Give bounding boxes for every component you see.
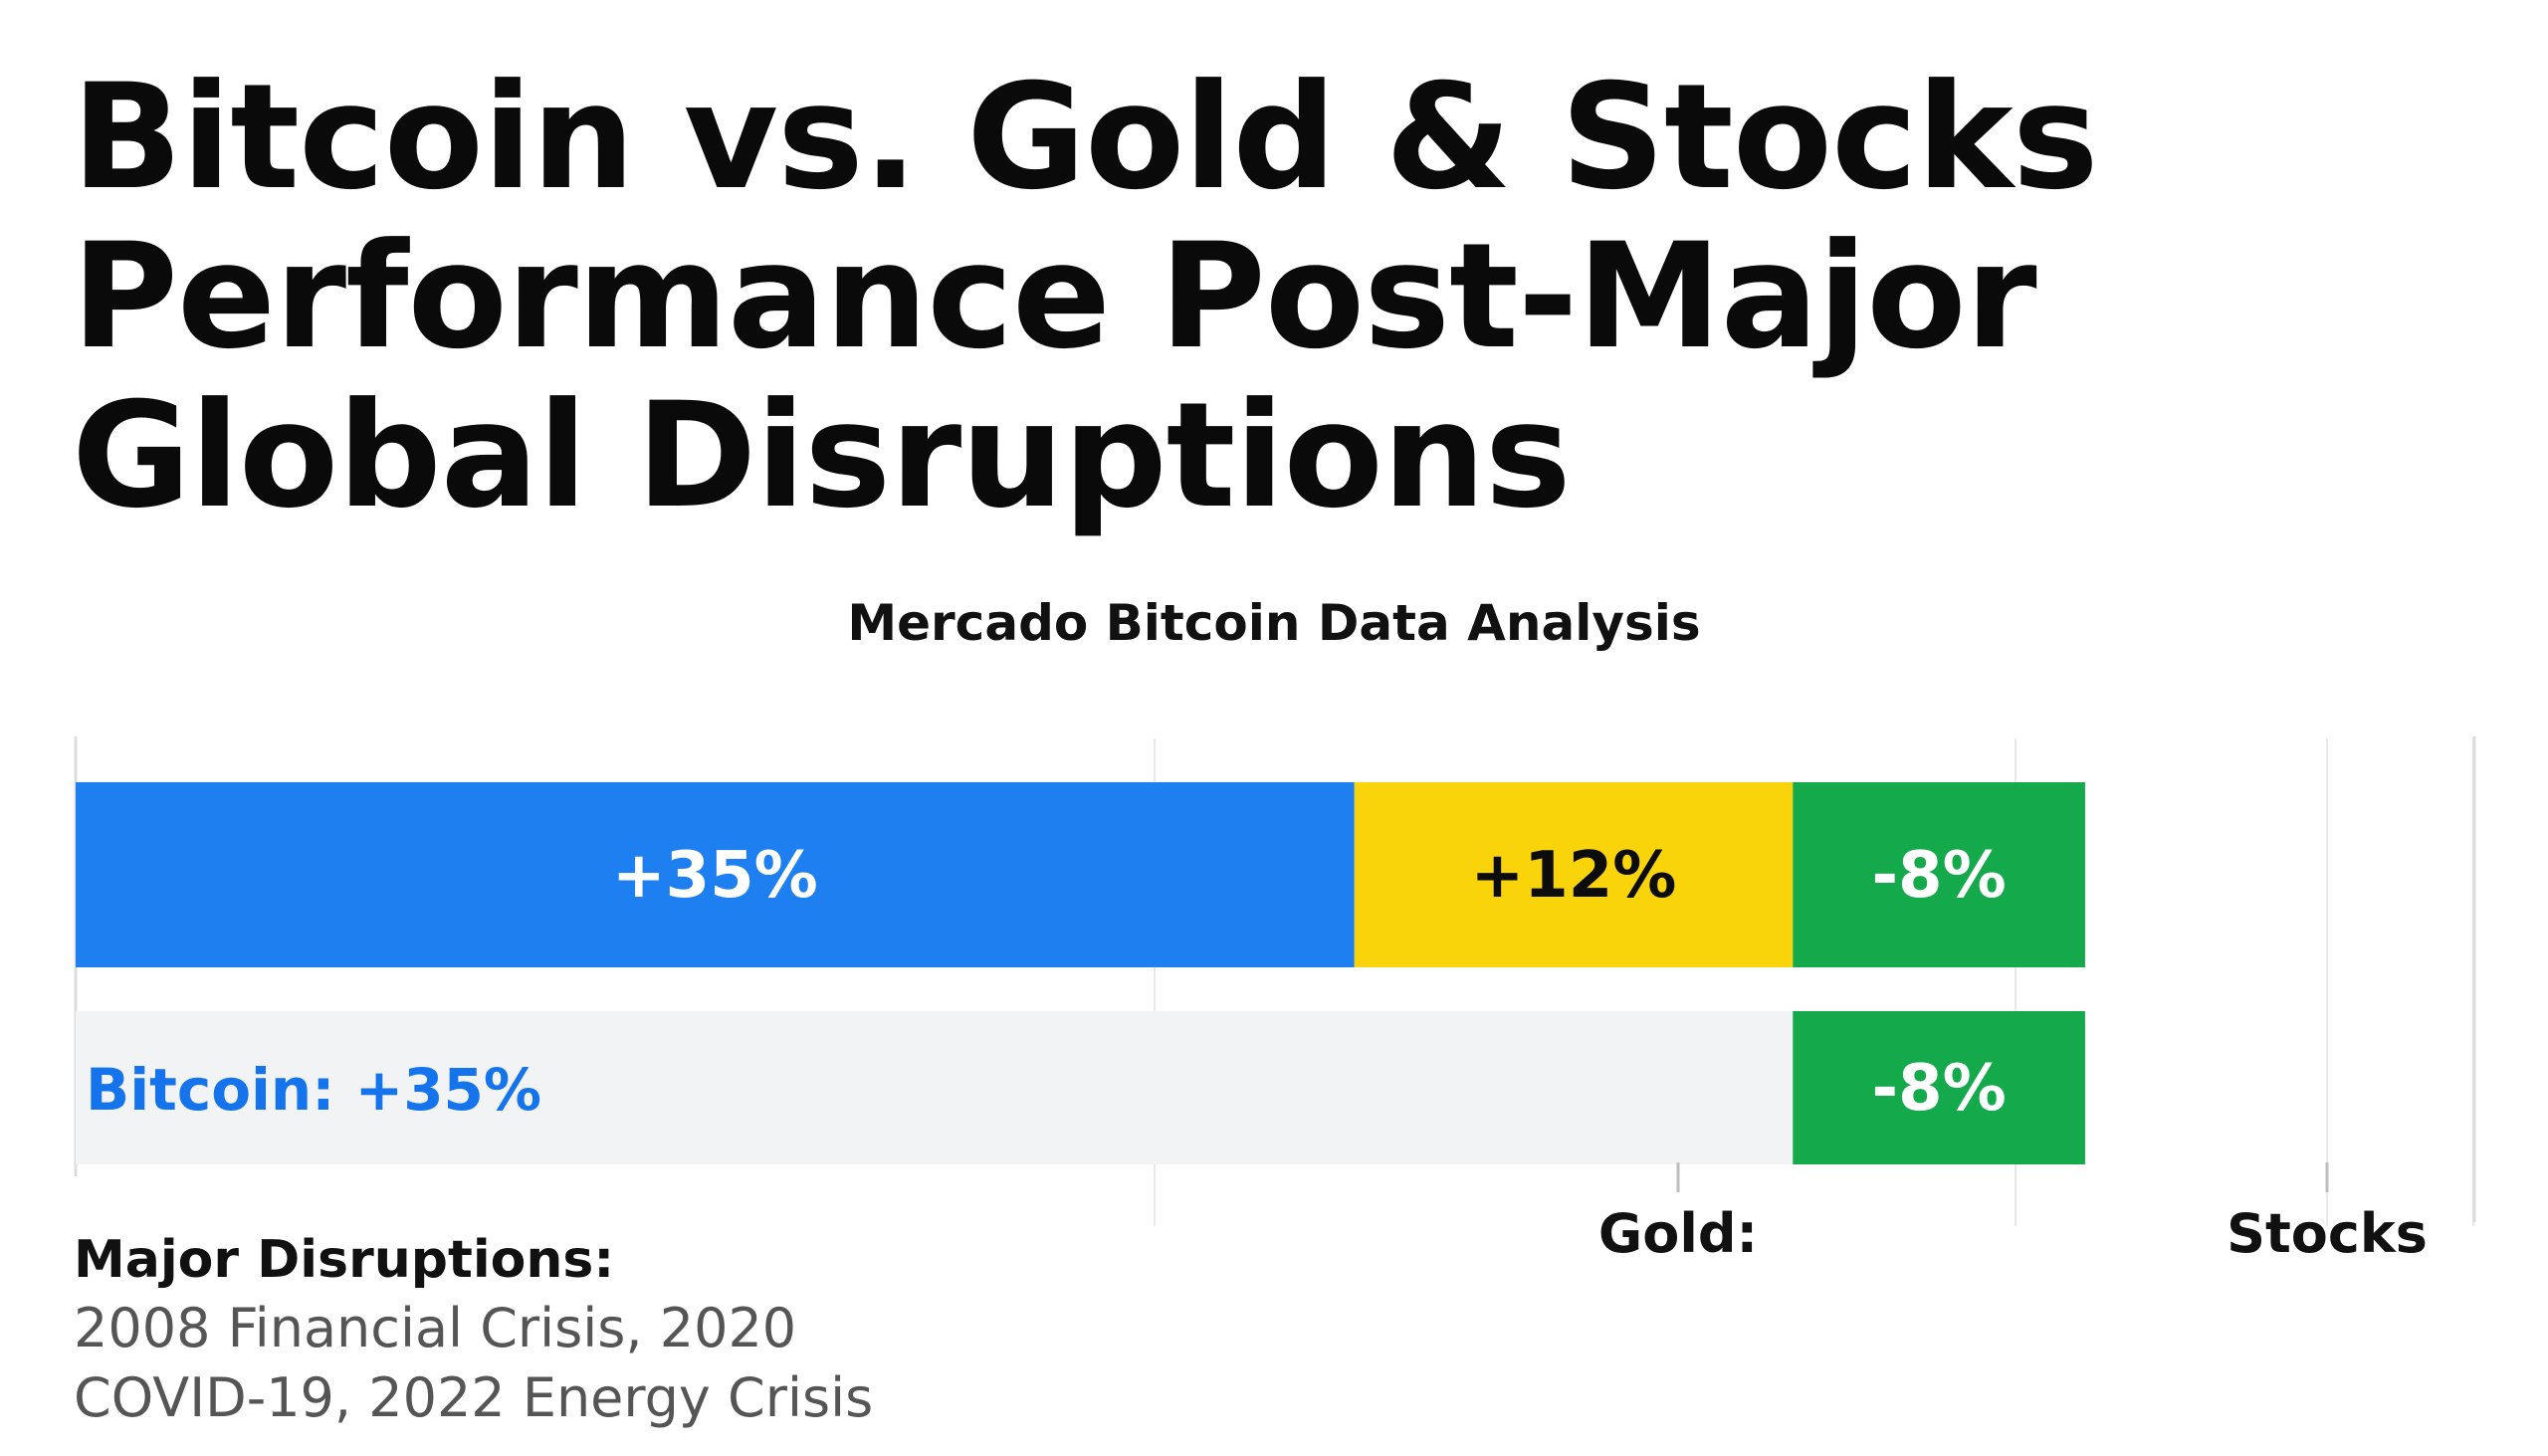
bar-bitcoin bbox=[76, 782, 1355, 967]
chart-subtitle: Mercado Bitcoin Data Analysis bbox=[847, 594, 1701, 652]
bar-label-bitcoin: +35% bbox=[612, 839, 818, 913]
bar-label-stocks: -8% bbox=[1871, 839, 2006, 913]
bar-label-gold: +12% bbox=[1471, 839, 1677, 913]
title-line-1: Bitcoin vs. Gold & Stocks bbox=[72, 53, 2099, 222]
page-title: Bitcoin vs. Gold & Stocks Performance Po… bbox=[72, 58, 2480, 535]
bitcoin-summary-label: Bitcoin: +35% bbox=[86, 1056, 541, 1124]
bar-stocks-row-2 bbox=[1793, 1011, 2085, 1164]
title-line-3: Global Disruptions bbox=[72, 371, 1572, 540]
axis-label-stocks: Stocks bbox=[2227, 1202, 2428, 1265]
disruptions-heading: Major Disruptions: bbox=[74, 1230, 615, 1290]
bar-stocks bbox=[1793, 782, 2085, 967]
disruptions-text: 2008 Financial Crisis, 2020 COVID-19, 20… bbox=[74, 1297, 874, 1429]
axis-label-gold: Gold: bbox=[1598, 1202, 1758, 1265]
track-row-2 bbox=[76, 1011, 1794, 1164]
bar-label-stocks-row-2: -8% bbox=[1871, 1052, 2006, 1126]
disruptions-note: Major Disruptions: 2008 Financial Crisis… bbox=[74, 1226, 1268, 1433]
bar-gold bbox=[1354, 782, 1794, 967]
title-line-2: Performance Post-Major bbox=[72, 212, 2037, 381]
